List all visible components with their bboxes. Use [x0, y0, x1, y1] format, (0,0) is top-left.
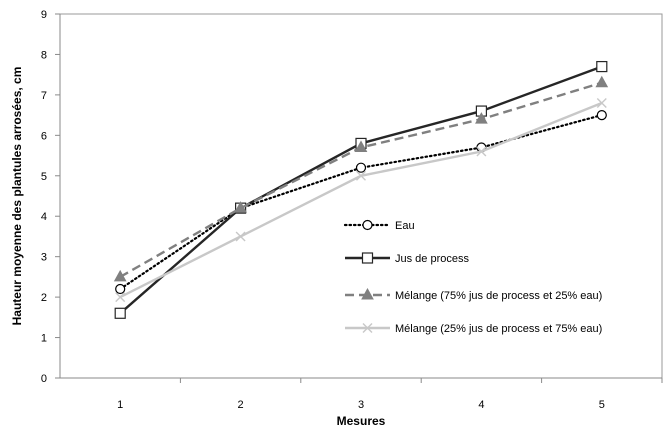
y-tick-label: 5 [41, 171, 47, 183]
y-tick-labels: 0 1 2 3 4 5 6 7 8 9 [41, 9, 60, 385]
legend-item: Eau [343, 219, 415, 232]
data-point-x [596, 97, 607, 108]
series-3 [113, 75, 609, 282]
data-point-circle [115, 283, 126, 295]
x-tick-label: 5 [599, 399, 605, 411]
legend-swatch-marker [361, 252, 374, 264]
data-point-x [356, 170, 366, 181]
y-tick-label: 0 [41, 373, 47, 385]
legend-label: Jus de process [395, 253, 469, 265]
series-layer [113, 60, 609, 319]
legend-item: Jus de process [345, 252, 469, 265]
series-line [119, 65, 603, 315]
y-tick-label: 7 [41, 90, 47, 102]
legend-label: Mélange (75% jus de process et 25% eau) [395, 290, 602, 302]
data-point-triangle [234, 201, 247, 213]
x-axis-title: Mesures [337, 414, 386, 428]
data-point-square [596, 60, 608, 73]
y-tick-label: 8 [41, 49, 47, 61]
y-tick-label: 4 [41, 211, 47, 223]
legend-swatch-marker [361, 287, 374, 300]
data-point-triangle [354, 140, 368, 152]
series-line [119, 81, 603, 278]
legend-swatch-marker [362, 323, 373, 333]
legend-item: Mélange (75% jus de process et 25% eau) [345, 287, 602, 302]
y-tick-label: 3 [41, 252, 47, 264]
y-tick-label: 9 [41, 9, 47, 21]
legend-item: Mélange (25% jus de process et 75% eau) [345, 323, 602, 335]
axes [59, 13, 663, 379]
data-point-x [235, 231, 246, 242]
x-tick-label: 3 [358, 399, 364, 411]
x-tick-label: 1 [117, 399, 123, 411]
series-4 [115, 97, 607, 303]
data-point-circle [596, 110, 607, 121]
data-point-circle [355, 162, 367, 173]
data-point-triangle [475, 112, 488, 124]
data-point-x [115, 292, 126, 303]
series-line [119, 101, 603, 299]
y-axis-title: Hauteur moyenne des plantules arrosées, … [10, 67, 24, 326]
x-tick-label: 2 [238, 399, 244, 411]
x-tick-labels: 1 2 3 4 5 [117, 378, 663, 411]
y-tick-label: 2 [41, 292, 47, 304]
data-point-triangle [113, 269, 127, 282]
series-2 [114, 60, 608, 319]
data-point-triangle [595, 75, 609, 88]
x-tick-label: 4 [478, 399, 484, 411]
y-tick-label: 6 [41, 130, 47, 142]
legend-label: Eau [395, 220, 415, 232]
legend-label: Mélange (25% jus de process et 75% eau) [395, 323, 602, 335]
data-point-x [476, 146, 487, 157]
legend-swatch-marker [362, 219, 373, 231]
y-tick-label: 1 [41, 333, 47, 345]
data-point-square [114, 307, 126, 319]
legend: Eau Jus de process Mélange (75% jus de pro… [343, 219, 602, 335]
